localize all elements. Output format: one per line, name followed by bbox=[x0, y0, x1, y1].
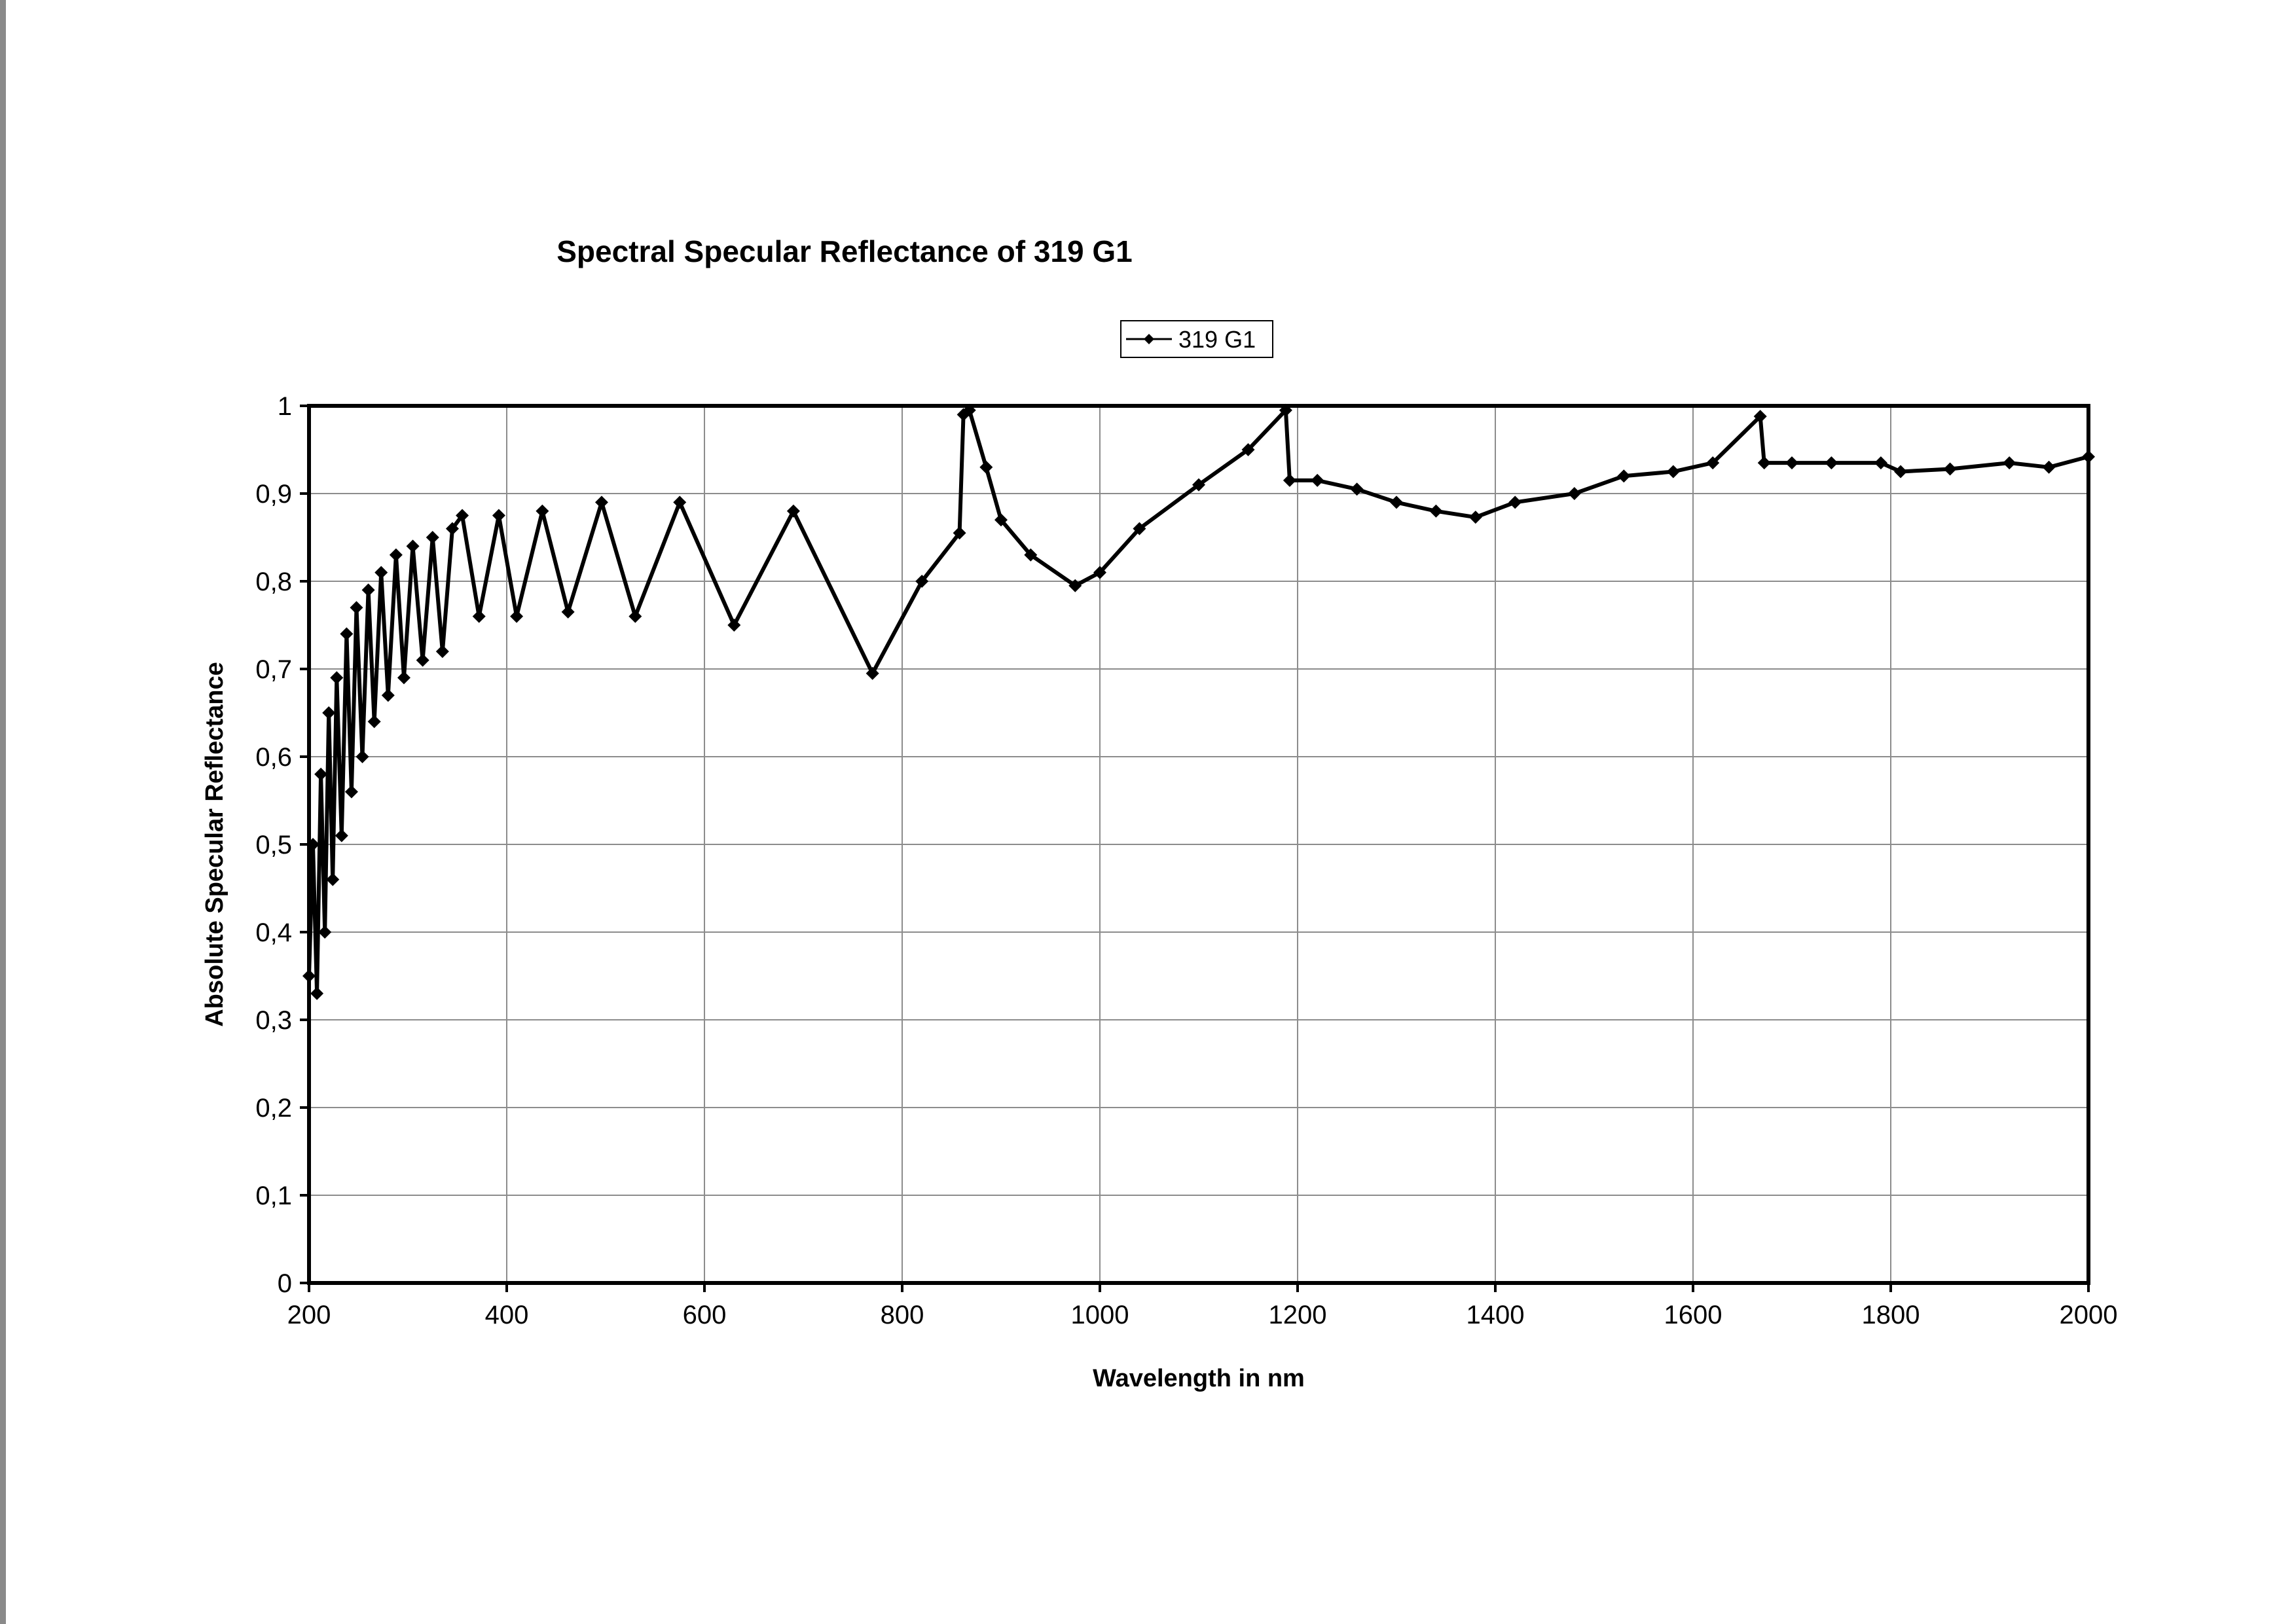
data-point bbox=[1706, 456, 1720, 470]
data-point bbox=[381, 689, 395, 702]
data-point bbox=[1283, 473, 1296, 487]
data-point bbox=[406, 539, 420, 553]
legend-marker bbox=[1144, 334, 1154, 344]
y-tick-label: 0,7 bbox=[255, 655, 292, 684]
data-point bbox=[1429, 504, 1443, 518]
x-tick-label: 2000 bbox=[2060, 1301, 2118, 1329]
y-tick-label: 1 bbox=[278, 392, 292, 421]
y-tick-label: 0,6 bbox=[255, 743, 292, 772]
grid bbox=[308, 405, 2089, 1284]
data-point bbox=[350, 601, 363, 615]
x-tick-label: 1200 bbox=[1269, 1301, 1327, 1329]
y-tick-label: 0,1 bbox=[255, 1182, 292, 1210]
data-point bbox=[594, 496, 608, 509]
data-point bbox=[1567, 487, 1581, 500]
data-point bbox=[1666, 465, 1680, 478]
data-point bbox=[1943, 462, 1957, 476]
data-point bbox=[1468, 511, 1482, 524]
data-point bbox=[1874, 456, 1887, 470]
x-tick-label: 1000 bbox=[1071, 1301, 1129, 1329]
x-tick-label: 400 bbox=[485, 1301, 529, 1329]
y-tick-label: 0 bbox=[278, 1269, 292, 1298]
series-line bbox=[307, 408, 2089, 996]
data-point bbox=[389, 548, 403, 562]
data-point bbox=[367, 715, 381, 729]
data-point bbox=[1785, 456, 1798, 470]
data-point bbox=[1192, 478, 1205, 492]
data-point bbox=[1311, 473, 1324, 487]
data-point bbox=[2042, 460, 2056, 474]
chart-title: Spectral Specular Reflectance of 319 G1 bbox=[556, 234, 1133, 268]
x-tick-label: 1400 bbox=[1467, 1301, 1525, 1329]
data-point bbox=[326, 873, 340, 886]
data-point bbox=[2003, 456, 2016, 470]
y-axis-title: Absolute Specular Reflectance bbox=[201, 662, 228, 1027]
data-point bbox=[1753, 410, 1767, 424]
data-point bbox=[355, 750, 369, 763]
data-point bbox=[472, 609, 486, 623]
data-point bbox=[456, 509, 469, 522]
data-point bbox=[318, 926, 332, 939]
data-point bbox=[374, 566, 388, 579]
data-point bbox=[340, 627, 354, 641]
data-point bbox=[866, 666, 879, 680]
x-tick-label: 1800 bbox=[1862, 1301, 1920, 1329]
data-point bbox=[1024, 548, 1038, 562]
data-point bbox=[953, 526, 966, 540]
data-point bbox=[915, 575, 929, 588]
data-point bbox=[330, 671, 344, 685]
data-point bbox=[510, 609, 524, 623]
x-tick-label: 800 bbox=[881, 1301, 924, 1329]
y-tick-label: 0,9 bbox=[255, 480, 292, 509]
data-point bbox=[1093, 566, 1106, 579]
data-point bbox=[1508, 496, 1522, 509]
data-point bbox=[1241, 443, 1255, 456]
data-point bbox=[536, 504, 549, 518]
data-point bbox=[310, 986, 324, 1000]
data-point bbox=[1825, 456, 1838, 470]
data-point bbox=[1068, 579, 1082, 592]
data-point bbox=[445, 522, 459, 535]
x-tick-label: 600 bbox=[683, 1301, 727, 1329]
data-point bbox=[361, 583, 375, 597]
data-point bbox=[322, 706, 336, 719]
data-point bbox=[1617, 469, 1631, 483]
data-point bbox=[344, 785, 358, 799]
data-point bbox=[561, 605, 575, 619]
y-tick-label: 0,3 bbox=[255, 1006, 292, 1035]
y-tick-label: 0,8 bbox=[255, 568, 292, 596]
data-point bbox=[994, 513, 1008, 527]
data-point bbox=[426, 531, 439, 544]
data-point bbox=[1757, 456, 1771, 470]
data-point bbox=[1350, 482, 1364, 496]
data-point bbox=[629, 609, 642, 623]
data-point bbox=[416, 653, 429, 667]
data-point bbox=[979, 460, 993, 474]
x-tick-label: 200 bbox=[287, 1301, 331, 1329]
legend: 319 G1 bbox=[1120, 320, 1273, 358]
y-tick-label: 0,5 bbox=[255, 831, 292, 859]
legend-label: 319 G1 bbox=[1178, 326, 1256, 353]
data-point bbox=[397, 671, 410, 685]
data-point bbox=[492, 509, 505, 522]
data-point bbox=[1133, 522, 1146, 535]
data-point bbox=[435, 645, 449, 659]
data-point bbox=[1894, 465, 1908, 478]
data-point bbox=[727, 619, 741, 632]
series-319-g1 bbox=[302, 403, 2095, 1000]
data-point bbox=[335, 829, 348, 842]
x-tick-label: 1600 bbox=[1664, 1301, 1722, 1329]
x-axis-title: Wavelength in nm bbox=[1093, 1365, 1305, 1392]
data-point bbox=[786, 504, 800, 518]
y-tick-label: 0,2 bbox=[255, 1094, 292, 1123]
data-point bbox=[1390, 496, 1403, 509]
page-edge bbox=[0, 0, 6, 1624]
data-point bbox=[673, 496, 687, 509]
y-tick-label: 0,4 bbox=[255, 918, 292, 947]
data-point bbox=[314, 767, 328, 781]
